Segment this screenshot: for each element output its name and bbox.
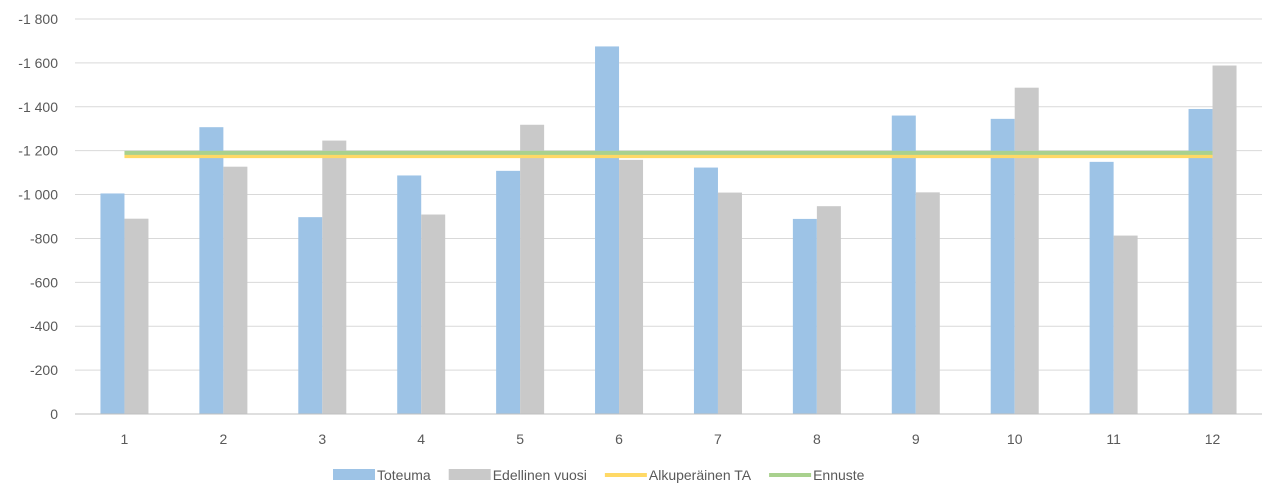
legend-item-edellinen-vuosi: Edellinen vuosi	[448, 467, 587, 483]
x-tick-label: 6	[615, 431, 623, 447]
x-tick-label: 7	[714, 431, 722, 447]
legend-item-ennuste: Ennuste	[769, 467, 865, 483]
legend-item-toteuma: Toteuma	[333, 467, 431, 483]
x-axis-tick-labels: 1 2 3 4 5 6 7 8 9 10 11 12	[121, 431, 1221, 447]
y-tick-label: -1 200	[18, 143, 58, 159]
y-tick-label: -1 400	[18, 99, 58, 115]
x-tick-label: 8	[813, 431, 821, 447]
legend-label-alkuper-inen-ta: Alkuperäinen TA	[649, 467, 752, 483]
bar-toteuma-6	[595, 46, 620, 415]
reference-lines	[124, 150, 1213, 159]
legend-swatch-toteuma	[333, 469, 375, 480]
y-tick-label: 0	[50, 406, 58, 422]
x-tick-label: 3	[318, 431, 326, 447]
bar-edellinen-vuosi-9	[915, 192, 940, 414]
legend: Toteuma Edellinen vuosi Alkuperäinen TA Enn…	[333, 467, 865, 483]
bar-edellinen-vuosi-2	[223, 166, 248, 414]
bar-toteuma-8	[792, 218, 817, 414]
x-tick-label: 4	[417, 431, 425, 447]
bar-toteuma-7	[693, 167, 718, 414]
bar-edellinen-vuosi-4	[421, 214, 446, 414]
x-tick-label: 12	[1205, 431, 1221, 447]
y-tick-label: -800	[30, 230, 58, 246]
bar-toteuma-2	[199, 127, 224, 415]
legend-swatch-edellinen-vuosi	[448, 469, 491, 480]
bar-toteuma-10	[990, 118, 1015, 414]
y-tick-label: -600	[30, 274, 58, 290]
bar-toteuma-4	[397, 175, 422, 414]
y-tick-label: -400	[30, 318, 58, 334]
legend-item-alkuper-inen-ta: Alkuperäinen TA	[604, 467, 752, 483]
bar-toteuma-9	[891, 115, 916, 415]
bar-edellinen-vuosi-7	[717, 192, 742, 414]
y-tick-label: -200	[30, 362, 58, 378]
y-tick-label: -1 000	[18, 187, 58, 203]
legend-label-toteuma: Toteuma	[377, 467, 431, 483]
bar-edellinen-vuosi-12	[1212, 65, 1237, 415]
y-axis-tick-labels: 0 -200 -400 -600 -800 -1 000 -1 200 -1 400 -1 60…	[18, 11, 58, 422]
gridlines	[75, 18, 1262, 371]
bars	[100, 46, 1237, 415]
y-tick-label: -1 800	[18, 11, 58, 27]
legend-label-ennuste: Ennuste	[813, 467, 865, 483]
x-tick-label: 9	[912, 431, 920, 447]
bar-toteuma-3	[298, 217, 323, 414]
bar-edellinen-vuosi-10	[1014, 87, 1039, 415]
bar-edellinen-vuosi-5	[520, 124, 545, 415]
x-tick-label: 11	[1106, 431, 1121, 447]
legend-label-edellinen-vuosi: Edellinen vuosi	[493, 467, 587, 483]
y-tick-label: -1 600	[18, 55, 58, 71]
x-tick-label: 2	[219, 431, 227, 447]
bar-toteuma-1	[100, 193, 125, 414]
bar-toteuma-5	[496, 170, 521, 414]
bar-toteuma-11	[1089, 161, 1114, 414]
bar-edellinen-vuosi-3	[322, 140, 347, 415]
bar-edellinen-vuosi-6	[619, 159, 644, 414]
bar-edellinen-vuosi-8	[816, 206, 841, 414]
x-tick-label: 10	[1007, 431, 1023, 447]
bar-edellinen-vuosi-11	[1113, 235, 1138, 414]
x-tick-label: 1	[121, 431, 129, 447]
x-tick-label: 5	[516, 431, 524, 447]
bar-edellinen-vuosi-1	[124, 218, 149, 414]
bar-toteuma-12	[1188, 108, 1213, 414]
